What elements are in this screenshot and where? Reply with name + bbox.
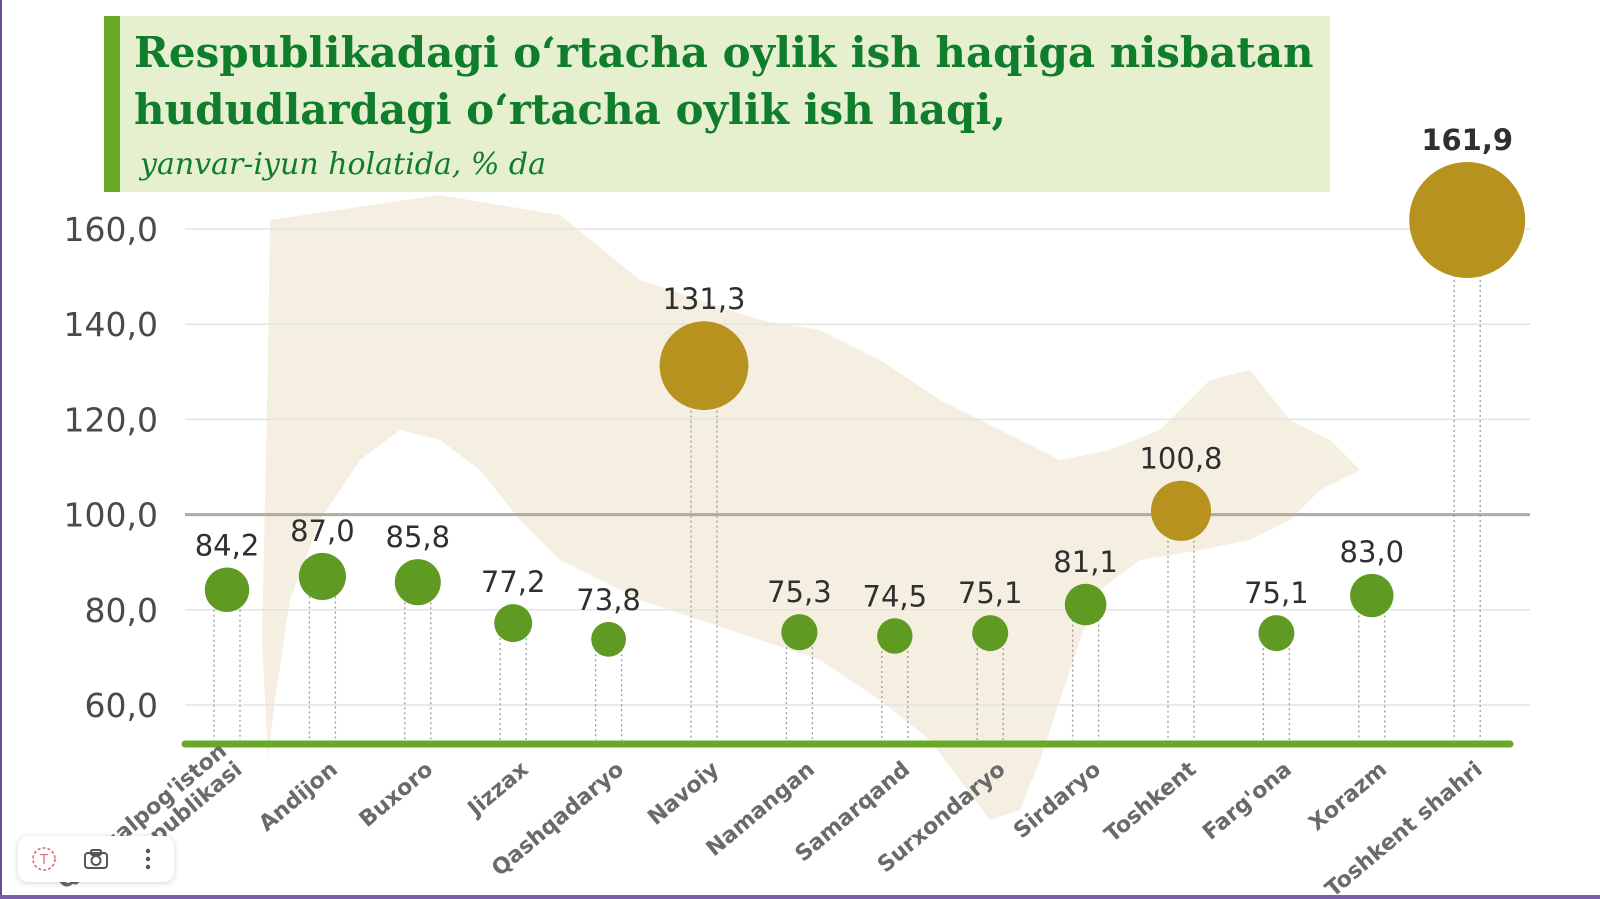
stems-layer <box>213 219 1481 740</box>
value-label: 131,3 <box>662 282 745 316</box>
data-bubble <box>1350 573 1394 618</box>
y-tick-label: 160,0 <box>64 210 158 249</box>
value-label: 75,1 <box>1244 576 1309 610</box>
value-label: 74,5 <box>863 579 928 613</box>
value-labels-layer: 84,2 87,0 85,8 77,2 73,8 131,3 75,3 74,5 75,1 81,… <box>195 123 1513 617</box>
svg-text:T: T <box>39 853 48 868</box>
data-bubble <box>494 604 533 643</box>
data-bubble <box>1150 480 1212 541</box>
x-tick-label: Xorazm <box>1304 757 1392 836</box>
data-bubble <box>394 559 441 606</box>
x-tick-label-group: Xorazm <box>1304 757 1392 836</box>
data-bubble <box>204 567 250 613</box>
camera-icon[interactable] <box>79 842 113 876</box>
bubbles-layer <box>204 161 1526 657</box>
y-tick-label: 120,0 <box>64 400 158 439</box>
header-background <box>104 16 1330 192</box>
data-bubble <box>1258 615 1295 652</box>
value-label: 81,1 <box>1053 545 1118 579</box>
data-bubble <box>877 618 913 654</box>
bottom-border <box>0 895 1600 899</box>
floating-toolbar: T <box>18 836 174 882</box>
chart-subtitle: yanvar-iyun holatida, % da <box>138 147 546 182</box>
value-label: 83,0 <box>1340 535 1405 569</box>
x-tick-label-group: Toshkent shahri <box>1321 757 1488 899</box>
header-accent-bar <box>104 16 120 192</box>
chart-title-line-1: Respublikadagi o‘rtacha oylik ish haqiga… <box>134 28 1314 77</box>
x-tick-label: Farg'ona <box>1198 757 1296 845</box>
value-label: 161,9 <box>1421 123 1513 157</box>
x-tick-label-group: Jizzax <box>462 757 534 823</box>
value-label: 75,1 <box>958 576 1023 610</box>
x-tick-label-group: Andijon <box>254 757 342 837</box>
x-tick-label-group: Farg'ona <box>1198 757 1296 845</box>
x-tick-label: Buxoro <box>355 757 438 833</box>
chart-title-line-2: hududlardagi o‘rtacha oylik ish haqi, <box>134 85 1006 134</box>
x-tick-label-group: Navoiy <box>643 757 724 831</box>
data-bubble <box>1409 161 1526 278</box>
data-bubble <box>659 321 749 411</box>
value-label: 77,2 <box>481 565 546 599</box>
more-icon[interactable] <box>131 842 165 876</box>
y-tick-label: 80,0 <box>85 591 158 630</box>
x-tick-label-group: Toshkent <box>1100 757 1202 848</box>
data-bubble <box>972 615 1009 652</box>
grid-layer <box>185 228 1530 706</box>
y-axis-ticks: 60,0 80,0 100,0 120,0 140,0 160,0 <box>64 210 158 725</box>
data-bubble <box>591 621 626 657</box>
x-tick-label: Navoiy <box>643 757 724 831</box>
data-bubble <box>781 614 818 651</box>
value-label: 87,0 <box>290 514 355 548</box>
x-tick-label: Andijon <box>254 757 342 837</box>
x-tick-label-group: Buxoro <box>355 757 438 833</box>
value-label: 75,3 <box>767 575 832 609</box>
x-tick-label: Jizzax <box>462 757 534 823</box>
y-tick-label: 60,0 <box>85 686 158 725</box>
data-bubble <box>298 552 346 601</box>
value-label: 85,8 <box>386 520 451 554</box>
value-label: 73,8 <box>576 583 641 617</box>
y-tick-label: 100,0 <box>64 496 158 535</box>
data-bubble <box>1064 583 1107 626</box>
text-icon[interactable]: T <box>27 842 61 876</box>
x-tick-label: Toshkent shahri <box>1321 757 1488 899</box>
x-tick-label: Toshkent <box>1100 757 1202 848</box>
map-silhouette <box>262 195 1360 820</box>
y-tick-label: 140,0 <box>64 305 158 344</box>
value-label: 84,2 <box>195 529 260 563</box>
left-border <box>0 0 2 899</box>
value-label: 100,8 <box>1139 442 1222 476</box>
